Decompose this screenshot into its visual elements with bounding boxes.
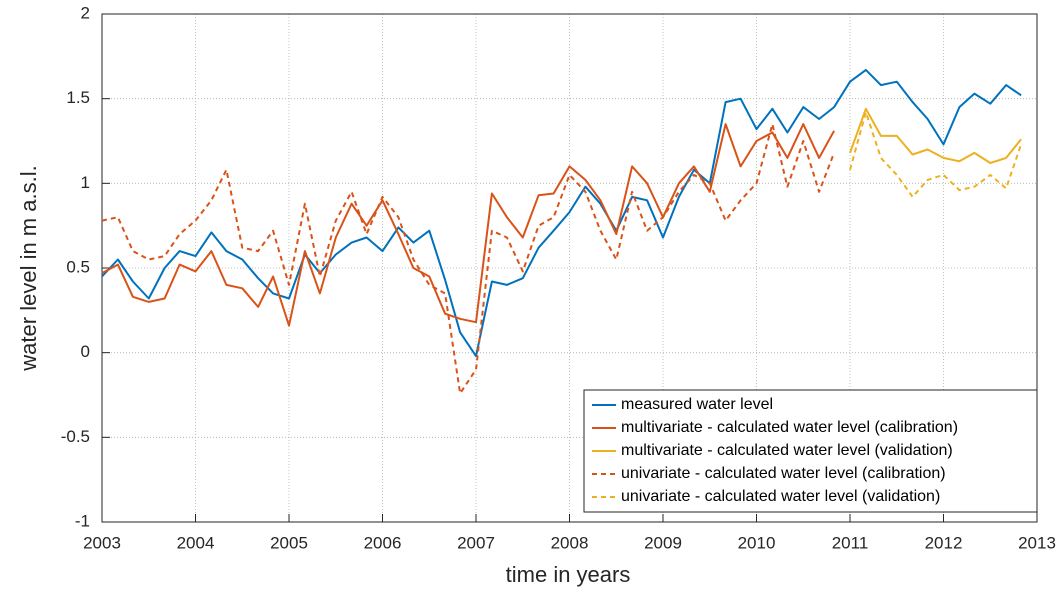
y-tick-label: 0.5 xyxy=(66,257,90,276)
x-tick-label: 2008 xyxy=(551,533,589,552)
axes-box xyxy=(101,13,1038,523)
y-tick-label: 1 xyxy=(81,173,90,192)
y-tick-label: -0.5 xyxy=(61,427,90,446)
data-line xyxy=(101,68,1022,358)
legend: measured water level multivariate - calcu… xyxy=(583,389,1038,513)
data-line xyxy=(849,107,1022,164)
data-line xyxy=(101,123,835,327)
x-axis-title: time in years xyxy=(506,562,631,587)
x-tick-label: 2013 xyxy=(1018,533,1056,552)
legend-box xyxy=(583,389,1038,513)
x-tick-label: 2005 xyxy=(270,533,308,552)
x-tick-label: 2006 xyxy=(364,533,402,552)
y-tick-label: 1.5 xyxy=(66,88,90,107)
legend-label: univariate - calculated water level (cal… xyxy=(621,465,946,482)
legend-label: univariate - calculated water level (val… xyxy=(621,488,940,505)
y-tick-label: 0 xyxy=(81,342,90,361)
legend-label: multivariate - calculated water level (c… xyxy=(621,419,958,436)
x-tick-label: 2009 xyxy=(644,533,682,552)
y-axis-title: water level in m a.s.l. xyxy=(16,165,41,371)
y-tick-label: -1 xyxy=(75,511,90,530)
x-tick-label: 2012 xyxy=(925,533,963,552)
legend-label: multivariate - calculated water level (v… xyxy=(621,442,953,459)
x-tick-label: 2007 xyxy=(457,533,495,552)
x-tick-label: 2011 xyxy=(832,533,869,552)
x-tick-label: 2010 xyxy=(738,533,776,552)
legend-label: measured water level xyxy=(621,396,773,413)
x-tick-label: 2003 xyxy=(83,533,121,552)
y-tick-label: 2 xyxy=(81,3,90,22)
x-tick-label: 2004 xyxy=(177,533,215,552)
data-line xyxy=(101,123,836,395)
data-line xyxy=(849,111,1023,198)
